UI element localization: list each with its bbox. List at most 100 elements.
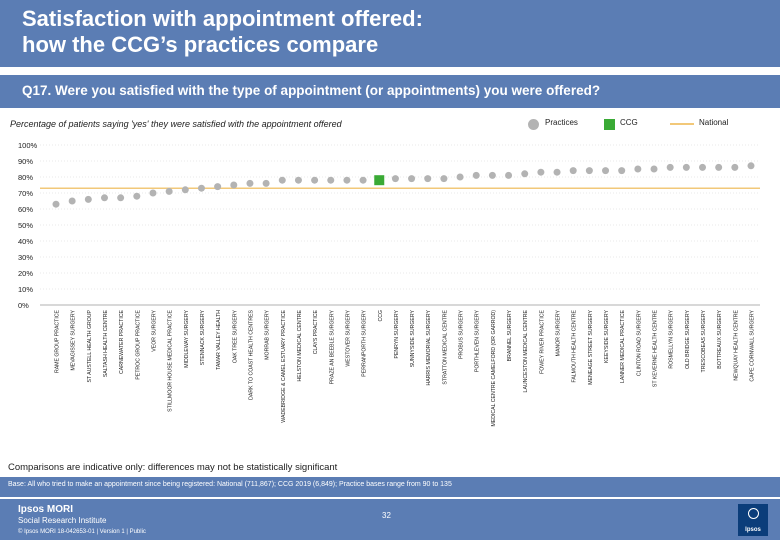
category-label: FOWEY RIVER PRACTICE (539, 309, 545, 373)
category-label: MIDDLEWAY SURGERY (184, 309, 190, 367)
page-number: 32 (382, 511, 391, 520)
base-banner (0, 477, 780, 497)
chart-area: 0% 10% 20% 30% 40% 50% 60% 70% 80% 90% 100% RAME GR… (18, 123, 760, 427)
practice-marker (747, 162, 755, 170)
brand-name: Ipsos MORI (18, 504, 74, 515)
legend-ccg-label: CCG (620, 118, 638, 127)
practice-marker (343, 176, 351, 184)
practice-marker (262, 179, 270, 187)
category-label: ST KEVERNE HEALTH CENTRE (653, 309, 659, 387)
category-label: HARRIS MEMORIAL SURGERY (426, 309, 432, 385)
practice-marker (602, 167, 610, 175)
practice-marker (165, 187, 173, 195)
chart-subtitle: Percentage of patients saying 'yes' they… (10, 119, 342, 129)
category-label: DARK TO COAST HEALTH CENTRES (248, 309, 254, 399)
category-label: TAMAR VALLEY HEALTH (216, 310, 222, 370)
category-label: PRAZE AN BEEBLE SURGERY (329, 309, 335, 384)
category-label: STRATTON MEDICAL CENTRE (442, 309, 448, 384)
y-tick-label: 20% (18, 269, 33, 278)
practice-marker (230, 181, 238, 189)
category-label: LAUNCESTON MEDICAL CENTRE (523, 309, 529, 392)
category-label: MEVAGISSEY SURGERY (71, 309, 77, 370)
category-label: PENRYN SURGERY (394, 309, 400, 358)
base-text: Base: All who tried to make an appointme… (8, 481, 452, 488)
question-text: Q17. Were you satisfied with the type of… (22, 83, 601, 98)
brand-subname: Social Research Institute (18, 516, 107, 525)
practice-marker (569, 167, 577, 175)
practice-marker (666, 163, 674, 171)
practice-marker (440, 175, 448, 183)
legend-ccg-marker (604, 119, 615, 130)
category-label: CARNEWATER PRACTICE (119, 309, 125, 374)
category-label: CCG (378, 310, 384, 322)
legend-practices-marker (528, 119, 539, 130)
category-label: MORRAB SURGERY (265, 309, 271, 359)
category-label: STILLMOOR HOUSE MEDICAL PRACTICE (168, 309, 174, 411)
practice-marker (149, 189, 157, 197)
y-tick-label: 60% (18, 205, 33, 214)
practice-marker (327, 176, 335, 184)
category-label: OLD BRIDGE SURGERY (685, 309, 691, 369)
category-label: CLINTON ROAD SURGERY (636, 309, 642, 376)
category-label: FALMOUTH HEALTH CENTRE (572, 309, 578, 382)
practice-marker (585, 167, 593, 175)
practice-marker (682, 163, 690, 171)
practice-marker (456, 173, 464, 181)
practice-marker (537, 168, 545, 176)
category-label: BRANNEL SURGERY (507, 309, 513, 361)
practice-marker (488, 171, 496, 179)
practice-marker (359, 176, 367, 184)
practice-marker (521, 170, 529, 178)
y-tick-label: 80% (18, 173, 33, 182)
footer-banner (0, 499, 780, 540)
page-title: Satisfaction with appointment offered: h… (22, 6, 423, 57)
category-label: MENEAGE STREET SURGERY (588, 309, 594, 384)
practice-marker (650, 165, 658, 173)
practice-marker (553, 168, 561, 176)
practice-marker (408, 175, 416, 183)
category-label: OAK TREE SURGERY (232, 309, 238, 363)
y-tick-label: 90% (18, 157, 33, 166)
y-tick-label: 40% (18, 237, 33, 246)
practice-marker (472, 171, 480, 179)
category-label: CAPE CORNWALL SURGERY (750, 309, 756, 381)
practice-marker (311, 176, 319, 184)
category-label: ROSMELLYN SURGERY (669, 309, 675, 368)
category-label: NEWQUAY HEALTH CENTRE (733, 309, 739, 380)
practice-marker (214, 183, 222, 191)
practice-marker (68, 197, 76, 205)
practice-marker (133, 192, 141, 200)
y-tick-label: 10% (18, 285, 33, 294)
legend-national-label: National (699, 118, 729, 127)
category-label: HELSTON MEDICAL CENTRE (297, 309, 303, 381)
practice-marker (391, 175, 399, 183)
y-tick-label: 0% (18, 301, 29, 310)
y-tick-label: 100% (18, 141, 38, 150)
category-label: BOTTREAUX SURGERY (717, 309, 723, 368)
category-label: PROBUS SURGERY (459, 309, 465, 358)
category-label: SUNNYSIDE SURGERY (410, 309, 416, 367)
title-banner (0, 0, 780, 67)
copyright-text: © Ipsos MORI 18-042653-01 | Version 1 | … (18, 529, 146, 535)
category-label: PERRANPORTH SURGERY (362, 309, 368, 376)
category-label: WESTOVER SURGERY (345, 309, 351, 366)
logo-text: Ipsos (745, 527, 761, 533)
category-label: MANOR SURGERY (556, 309, 562, 356)
practice-marker (246, 179, 254, 187)
practice-marker (294, 176, 302, 184)
category-label: TRESCOBEAS SURGERY (701, 309, 707, 372)
practice-marker (618, 167, 626, 175)
practice-marker (100, 194, 108, 202)
y-tick-label: 70% (18, 189, 33, 198)
category-label: MEDICAL CENTRE CAMELFORD (OR GARROD) (491, 310, 497, 427)
question-banner (0, 75, 780, 108)
practice-marker (505, 171, 513, 179)
category-label: STENNACK SURGERY (200, 309, 206, 365)
practice-marker (197, 184, 205, 192)
category-label: WADEBRIDGE & CAMEL ESTUARY PRACTICE (281, 309, 287, 422)
category-label: RAME GROUP PRACTICE (55, 309, 61, 373)
category-label: SALTASH HEALTH CENTRE (103, 309, 109, 377)
practice-marker (181, 186, 189, 194)
practice-marker (52, 200, 60, 208)
practice-marker (731, 163, 739, 171)
